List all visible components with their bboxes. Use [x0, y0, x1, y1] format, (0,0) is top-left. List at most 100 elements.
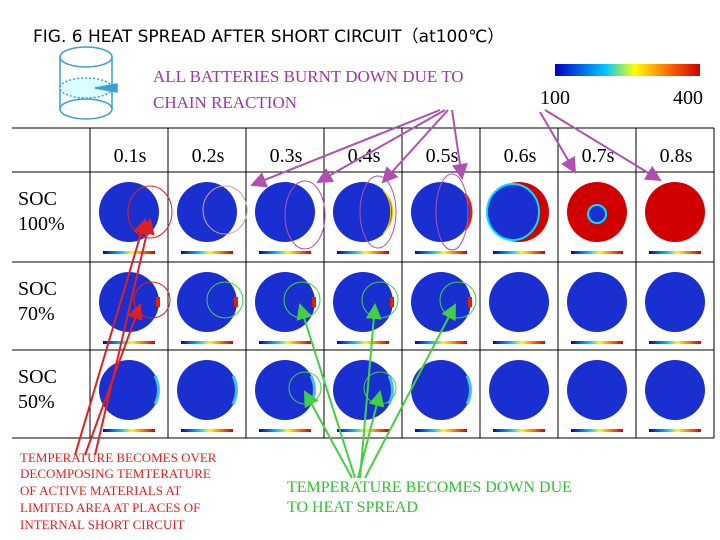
heat-map	[177, 360, 238, 432]
heat-map	[255, 360, 316, 432]
heat-disk	[567, 360, 627, 420]
highlight	[284, 180, 326, 250]
mini-colorbar	[103, 429, 155, 432]
mini-colorbar	[571, 429, 623, 432]
mini-colorbar	[103, 341, 155, 344]
heat-map	[645, 182, 705, 254]
mini-colorbar	[337, 429, 389, 432]
heat-map	[486, 182, 549, 254]
column-header: 0.6s	[504, 145, 537, 167]
bottom-left-note: TEMPERATURE BECOMES OVER DECOMPOSING TEM…	[20, 450, 220, 532]
column-header: 0.3s	[270, 145, 303, 167]
bottom-right-note: TEMPERATURE BECOMES DOWN DUE TO HEAT SPR…	[287, 479, 576, 516]
column-header: 0.2s	[192, 145, 225, 167]
heat-disk	[333, 360, 393, 420]
heat-disk	[489, 360, 549, 420]
heat-disk	[333, 182, 393, 242]
warm-edge	[153, 375, 160, 405]
row-header-line: SOC	[18, 188, 57, 210]
mini-colorbar	[415, 429, 467, 432]
heat-map	[489, 272, 549, 344]
highlight	[202, 185, 248, 235]
heat-disk	[177, 182, 237, 242]
hot-edge	[382, 189, 394, 235]
mini-colorbar	[337, 251, 389, 254]
heat-disk	[411, 360, 471, 420]
heat-disk	[99, 182, 159, 242]
row-header-line: 100%	[18, 213, 65, 235]
mini-colorbar	[649, 251, 701, 254]
cool-core	[587, 204, 607, 224]
column-header: 0.8s	[660, 145, 693, 167]
mini-colorbar	[493, 251, 545, 254]
mini-colorbar	[571, 341, 623, 344]
warm-edge	[387, 375, 394, 405]
mini-colorbar	[649, 429, 701, 432]
heat-disk	[255, 360, 315, 420]
highlight	[435, 173, 469, 251]
mini-colorbar	[493, 429, 545, 432]
top-annotation: ALL BATTERIES BURNT DOWN DUE TO CHAIN RE…	[153, 67, 468, 112]
heat-disk	[411, 272, 471, 332]
heat-disk	[333, 272, 393, 332]
heat-map	[411, 360, 472, 432]
row-header-line: 70%	[18, 303, 55, 325]
heat-map	[567, 360, 627, 432]
mini-colorbar	[493, 341, 545, 344]
heat-map	[99, 272, 160, 344]
mini-colorbar	[337, 341, 389, 344]
heat-disk	[489, 272, 549, 332]
warm-edge	[465, 375, 472, 405]
heat-disk	[645, 182, 705, 242]
highlight	[439, 281, 477, 319]
highlight	[359, 175, 397, 249]
mini-colorbar	[181, 341, 233, 344]
colorbar	[555, 64, 700, 76]
mini-colorbar	[181, 429, 233, 432]
mini-colorbar	[103, 251, 155, 254]
heat-map	[177, 182, 237, 254]
mini-colorbar	[259, 251, 311, 254]
heat-map	[567, 272, 627, 344]
hot-spot	[312, 297, 316, 307]
row-header: SOC 70%	[18, 278, 57, 325]
cool-core	[486, 183, 540, 241]
heat-disk	[177, 360, 237, 420]
warm-edge	[231, 375, 238, 405]
row-header-line: SOC	[18, 278, 57, 300]
heat-map	[645, 272, 705, 344]
heat-map	[489, 360, 549, 432]
mini-colorbar	[649, 341, 701, 344]
highlight	[127, 185, 173, 239]
row-header-line: SOC	[18, 366, 57, 388]
colorbar-max: 400	[673, 87, 703, 109]
heat-disk	[567, 272, 627, 332]
hot-spot	[390, 297, 394, 307]
row-header-line: 50%	[18, 391, 55, 413]
heat-map	[567, 182, 627, 254]
hot-spot	[156, 297, 160, 307]
colorbar-min: 100	[540, 87, 570, 109]
mini-colorbar	[415, 341, 467, 344]
cylinder-icon	[59, 46, 118, 120]
heat-map	[333, 360, 394, 432]
heat-disk	[411, 182, 471, 242]
mini-colorbar	[571, 251, 623, 254]
row-header: SOC 100%	[18, 188, 65, 235]
highlight	[133, 281, 171, 319]
heat-map	[411, 272, 472, 344]
column-header: 0.7s	[582, 145, 615, 167]
hot-spot	[468, 297, 472, 307]
heat-map	[645, 360, 705, 432]
column-header: 0.1s	[114, 145, 147, 167]
heat-map	[333, 182, 394, 254]
mini-colorbar	[415, 251, 467, 254]
mini-colorbar	[181, 251, 233, 254]
mini-colorbar	[259, 341, 311, 344]
heat-map	[411, 182, 473, 254]
title: FIG. 6 HEAT SPREAD AFTER SHORT CIRCUIT（a…	[33, 27, 504, 47]
heat-disk	[99, 272, 159, 332]
highlight	[206, 281, 244, 319]
row-header: SOC 50%	[18, 366, 57, 413]
